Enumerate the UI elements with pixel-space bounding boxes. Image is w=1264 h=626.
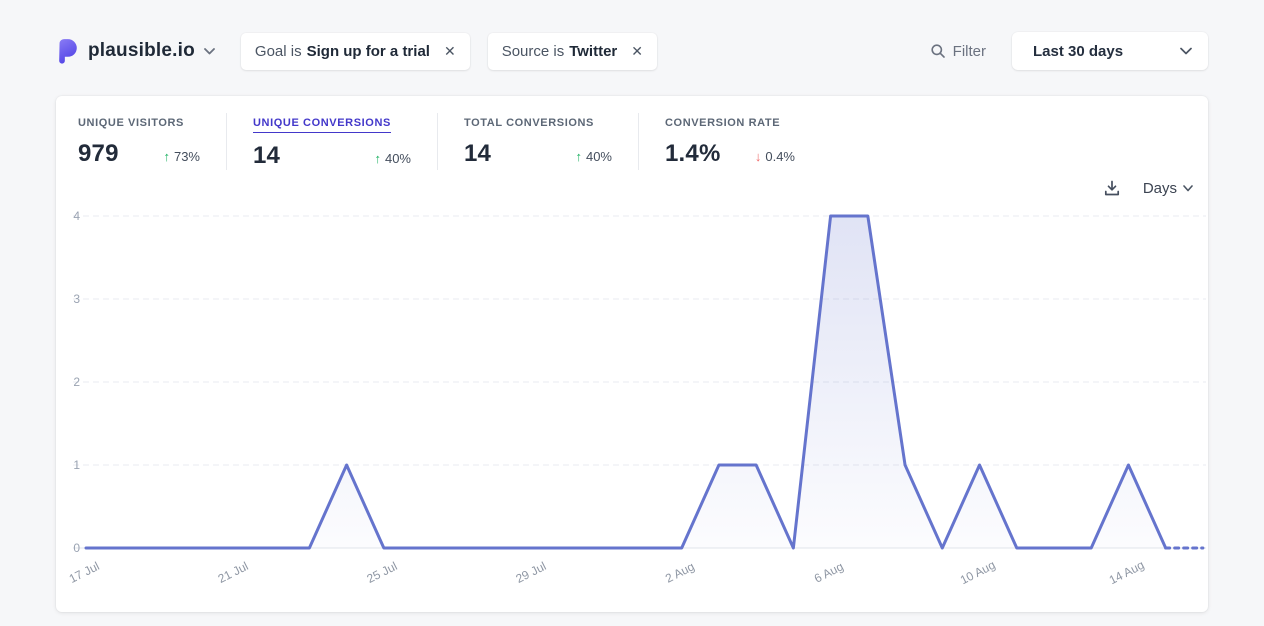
arrow-up-icon: ↑: [163, 149, 170, 164]
y-axis-tick-label: 0: [73, 541, 80, 555]
stat-label[interactable]: UNIQUE CONVERSIONS: [253, 117, 391, 133]
stat-value: 1.4%: [665, 140, 721, 167]
interval-label: Days: [1142, 179, 1177, 197]
x-axis-tick-label: 21 Jul: [216, 559, 251, 586]
remove-filter-icon[interactable]: ✕: [631, 43, 644, 59]
download-export-icon[interactable]: [1103, 179, 1121, 197]
date-range-selector[interactable]: Last 30 days: [1012, 32, 1208, 70]
arrow-up-icon: ↑: [374, 151, 381, 166]
x-axis-tick-label: 17 Jul: [67, 559, 102, 586]
x-axis-tick-label: 6 Aug: [812, 559, 846, 585]
arrow-up-icon: ↑: [575, 149, 582, 164]
filter-value: Sign up for a trial: [306, 42, 430, 60]
stat-label[interactable]: TOTAL CONVERSIONS: [464, 117, 594, 129]
chart-canvas[interactable]: 0 1 2 3 4 17 Jul 21 Jul 25 Jul 29 Jul 2 Aug 6 Aug 1…: [56, 203, 1208, 615]
stat-total-conversions[interactable]: TOTAL CONVERSIONS 14 ↑ 40%: [437, 113, 638, 170]
filter-button[interactable]: Filter: [930, 43, 986, 60]
search-icon: [930, 43, 946, 59]
x-axis-tick-label: 2 Aug: [663, 559, 697, 585]
filter-chip-source[interactable]: Source is Twitter ✕: [487, 32, 658, 70]
chevron-down-icon: [1183, 184, 1193, 192]
x-axis-tick-label: 25 Jul: [365, 559, 400, 586]
filter-prefix: Goal is: [254, 42, 302, 60]
conversions-line: [84, 214, 1168, 550]
x-axis-tick-label: 29 Jul: [513, 559, 548, 586]
stat-value: 14: [253, 142, 281, 169]
stat-unique-conversions[interactable]: UNIQUE CONVERSIONS 14 ↑ 40%: [226, 113, 437, 170]
conversions-line-chart[interactable]: 0 1 2 3 4 17 Jul 21 Jul 25 Jul 29 Jul 2 Aug 6 Aug 1…: [56, 203, 1208, 615]
chevron-down-icon: [204, 47, 215, 55]
arrow-down-icon: ↓: [754, 149, 762, 164]
y-axis-tick-label: 3: [73, 292, 80, 306]
stat-value: 979: [78, 140, 119, 167]
stat-unique-visitors[interactable]: UNIQUE VISITORS 979 ↑ 73%: [78, 113, 226, 170]
chevron-down-icon: [1180, 47, 1192, 55]
top-right-controls: Filter Last 30 days: [930, 32, 1208, 70]
date-range-label: Last 30 days: [1033, 42, 1124, 60]
top-bar: plausible.io Goal is Sign up for a trial…: [0, 0, 1264, 70]
area-fill: [86, 216, 1166, 548]
x-axis-tick-label: 14 Aug: [1107, 558, 1147, 587]
stat-change: ↑ 40%: [374, 151, 411, 166]
stat-change: ↑ 40%: [575, 149, 612, 164]
y-axis-tick-label: 2: [73, 375, 80, 389]
filter-prefix: Source is: [501, 42, 565, 60]
filter-button-label: Filter: [952, 42, 986, 60]
y-axis-tick-label: 4: [73, 209, 80, 223]
stat-value: 14: [464, 140, 492, 167]
plausible-logo-icon: [56, 38, 79, 65]
chart-controls: Days: [56, 173, 1208, 203]
top-stats: UNIQUE VISITORS 979 ↑ 73% UNIQUE CONVERSI…: [56, 96, 1208, 170]
interval-selector[interactable]: Days: [1143, 180, 1193, 197]
stat-change: ↑ 73%: [163, 149, 200, 164]
remove-filter-icon[interactable]: ✕: [443, 43, 456, 59]
active-filters: Goal is Sign up for a trial ✕ Source is …: [240, 32, 658, 70]
stat-label[interactable]: CONVERSION RATE: [665, 117, 781, 129]
stat-conversion-rate[interactable]: CONVERSION RATE 1.4% ↓ 0.4%: [638, 113, 821, 170]
x-axis-tick-label: 10 Aug: [958, 558, 998, 587]
y-axis-tick-label: 1: [73, 458, 80, 472]
stat-change: ↓ 0.4%: [754, 149, 795, 164]
filter-chip-goal[interactable]: Goal is Sign up for a trial ✕: [240, 32, 470, 70]
site-switcher[interactable]: plausible.io: [56, 38, 215, 65]
filter-value: Twitter: [569, 42, 618, 60]
site-name: plausible.io: [88, 40, 195, 61]
stat-label[interactable]: UNIQUE VISITORS: [78, 117, 184, 129]
analytics-card: UNIQUE VISITORS 979 ↑ 73% UNIQUE CONVERSI…: [56, 96, 1208, 612]
